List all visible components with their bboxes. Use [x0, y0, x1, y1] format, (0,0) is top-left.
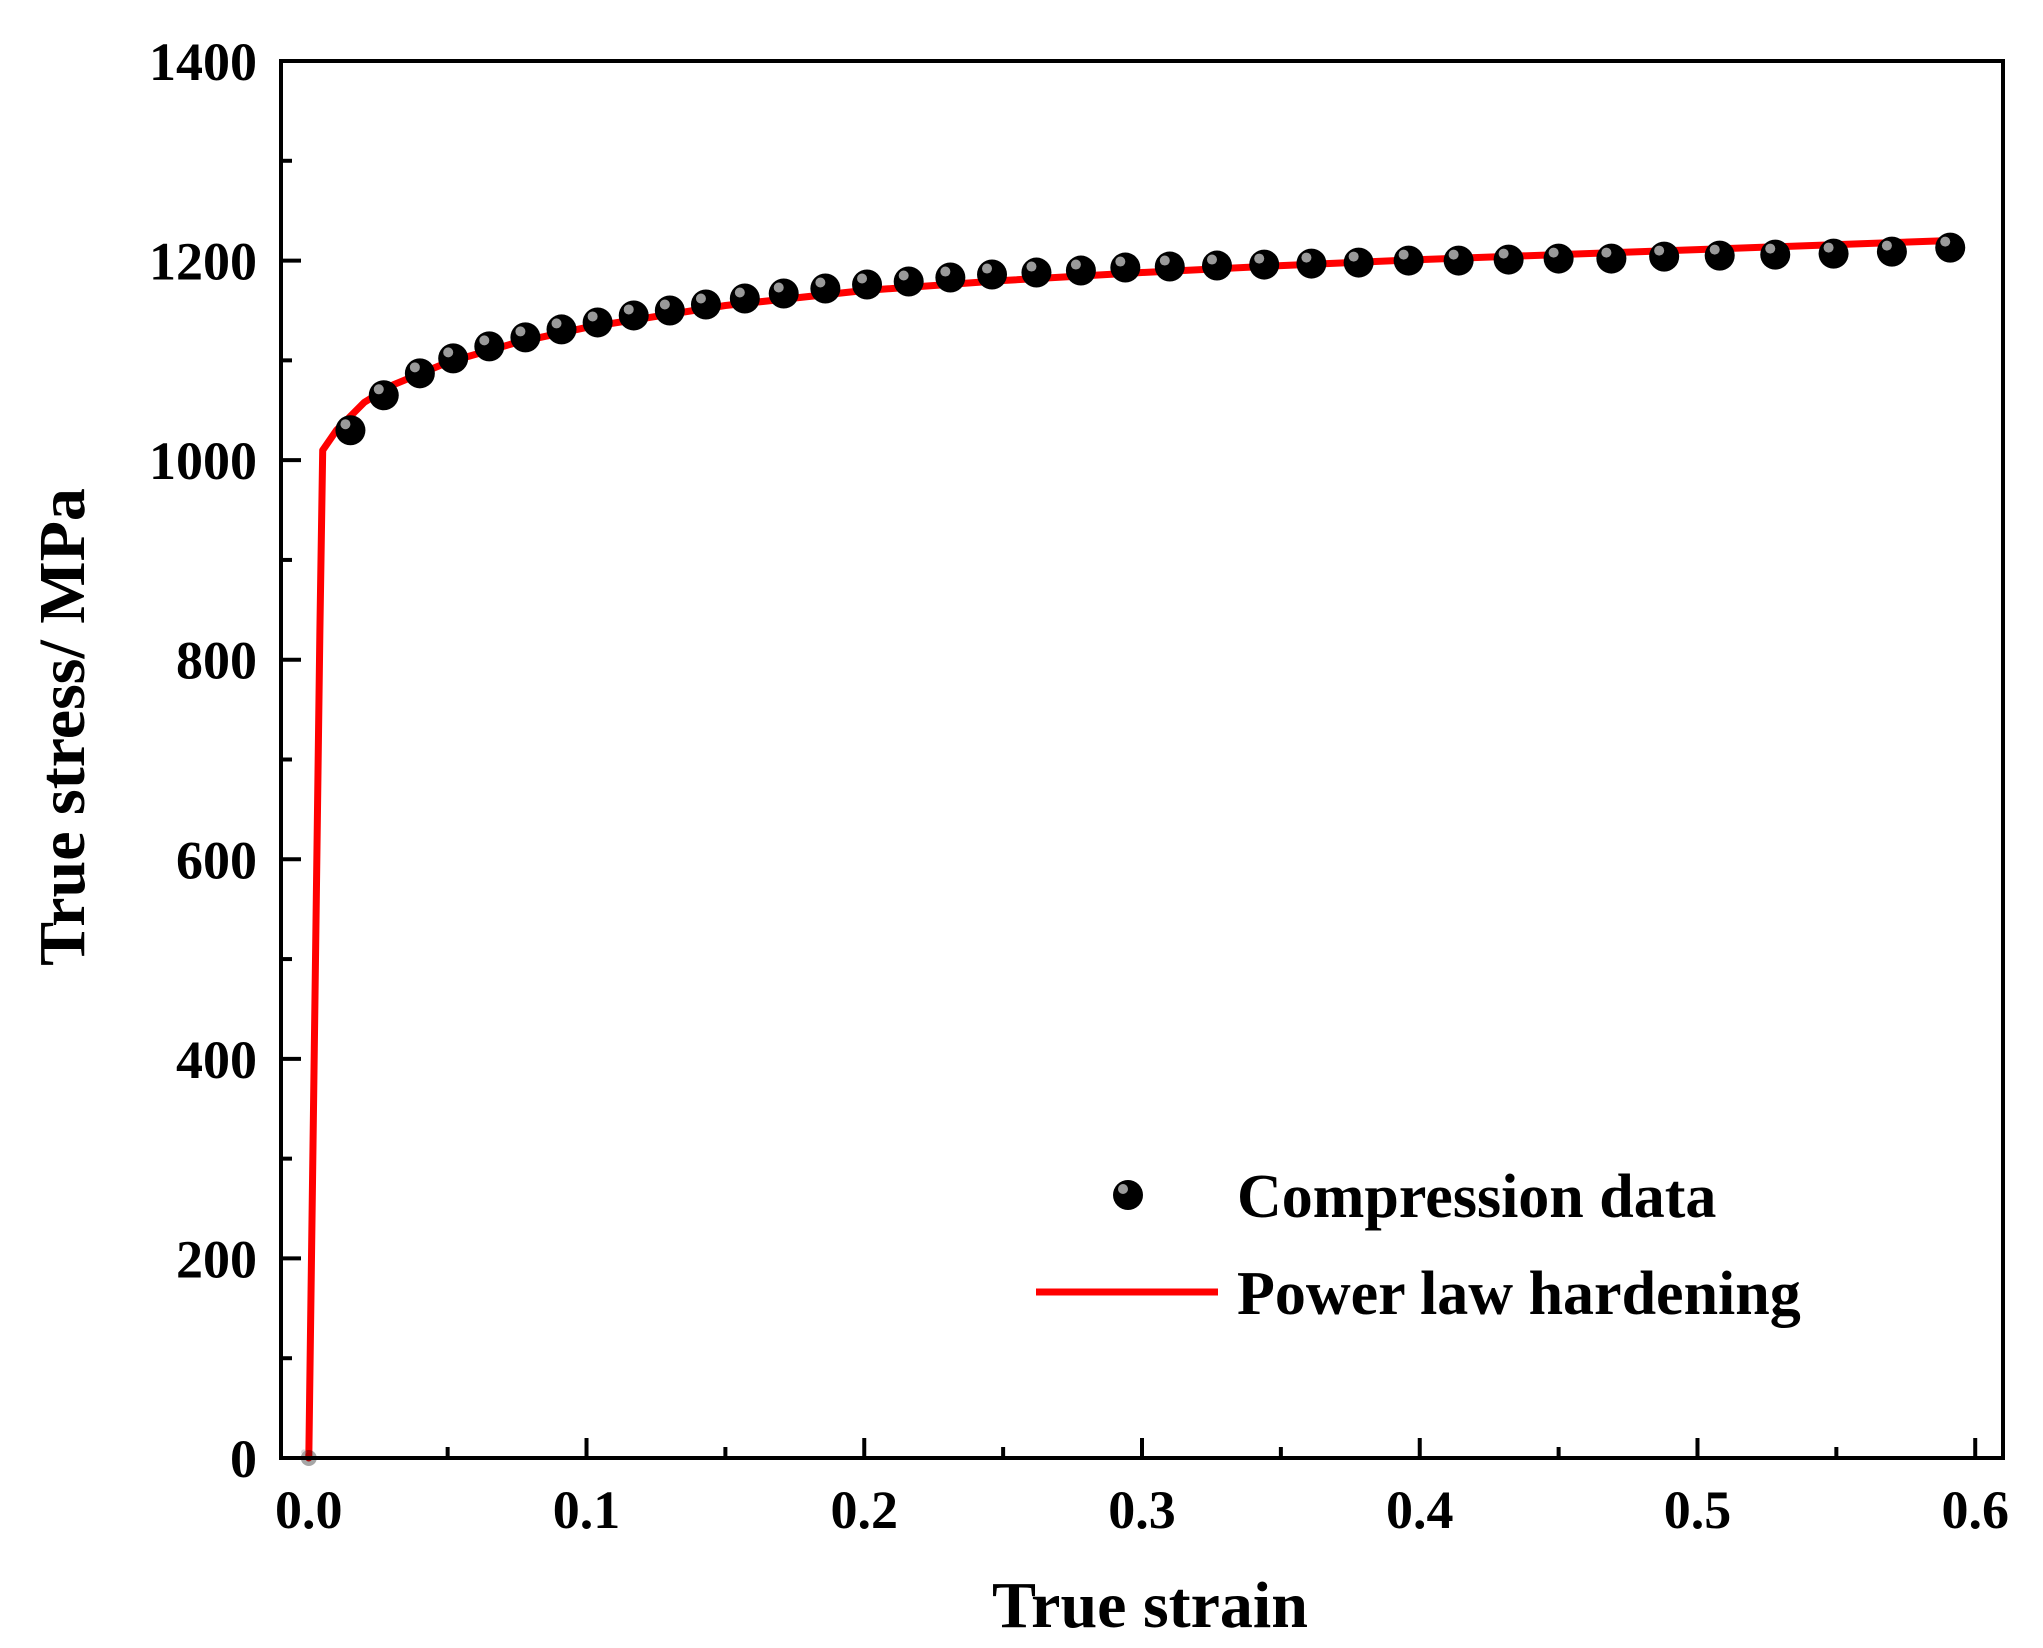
compression-data-point: [729, 283, 760, 314]
x-tick-label: 0.3: [1108, 1480, 1176, 1540]
x-axis-title: True strain: [992, 1569, 1308, 1642]
compression-data-point: [1935, 232, 1966, 263]
compression-data-point: [1649, 241, 1680, 272]
x-tick-label: 0.6: [1941, 1480, 2009, 1540]
compression-data-point: [1704, 240, 1735, 271]
y-tick-label: 400: [176, 1030, 257, 1090]
legend-label-compression-data: Compression data: [1237, 1163, 1716, 1231]
y-tick-label: 800: [176, 631, 257, 691]
tick-labels: 0.0 0.1 0.2 0.3 0.4 0.5 0.6 0 200 400 600 800 1000 12…: [149, 32, 2009, 1540]
compression-data-point: [335, 415, 366, 446]
x-tick-label: 0.2: [831, 1480, 899, 1540]
compression-data-point: [768, 278, 799, 309]
compression-data-point: [1760, 239, 1791, 270]
legend-marker-compression-data: [1113, 1180, 1143, 1210]
x-tick-label: 0.0: [275, 1480, 343, 1540]
compression-data-point: [1596, 243, 1627, 274]
compression-data-point: [618, 300, 649, 331]
y-tick-label: 1400: [149, 32, 257, 92]
compression-data-point: [582, 307, 613, 338]
compression-data-point: [1493, 244, 1524, 275]
compression-data-point: [654, 295, 685, 326]
compression-data-point: [690, 289, 721, 320]
compression-data-point: [474, 331, 505, 362]
legend: Compression data Power law hardening: [1036, 1163, 1801, 1328]
y-tick-label: 1200: [149, 232, 257, 292]
compression-data-point: [1249, 249, 1280, 280]
y-tick-label: 0: [230, 1429, 257, 1489]
compression-data-point: [546, 314, 577, 345]
y-tick-label: 200: [176, 1229, 257, 1289]
y-tick-label: 1000: [149, 431, 257, 491]
compression-data-point: [1021, 257, 1052, 288]
fit-curve-layer: [305, 237, 1951, 1462]
compression-data-point: [404, 358, 435, 389]
compression-data-point: [438, 343, 469, 374]
compression-data-point: [1201, 250, 1232, 281]
compression-data-point: [1296, 248, 1327, 279]
compression-data-point: [1343, 247, 1374, 278]
legend-label-power-law-hardening: Power law hardening: [1237, 1260, 1801, 1328]
data-points-layer: [300, 232, 1966, 1466]
x-tick-label: 0.1: [553, 1480, 621, 1540]
compression-data-point: [852, 269, 883, 300]
compression-data-point: [1876, 236, 1907, 267]
compression-data-point: [1110, 252, 1141, 283]
compression-data-point: [893, 266, 924, 297]
compression-data-point: [810, 273, 841, 304]
power-law-hardening-line: [305, 237, 1951, 1462]
compression-data-point: [510, 322, 541, 353]
compression-data-point: [1154, 251, 1185, 282]
compression-data-point: [1818, 238, 1849, 269]
compression-data-point: [977, 259, 1008, 290]
compression-data-point: [1065, 255, 1096, 286]
plot-frame: [279, 59, 2005, 1460]
compression-data-point: [1443, 245, 1474, 276]
compression-data-point: [935, 262, 966, 293]
y-tick-label: 600: [176, 830, 257, 890]
x-tick-label: 0.4: [1386, 1480, 1454, 1540]
y-axis-title: True stress/ MPa: [26, 488, 99, 966]
x-tick-label: 0.5: [1664, 1480, 1732, 1540]
compression-data-point: [1393, 245, 1424, 276]
compression-data-point: [368, 380, 399, 411]
compression-data-point: [1543, 243, 1574, 274]
